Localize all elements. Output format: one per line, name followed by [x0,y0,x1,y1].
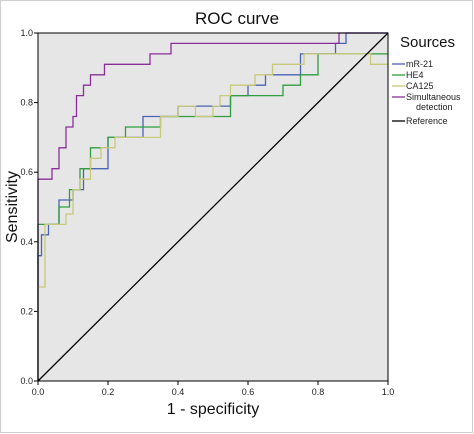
y-tick-label: 0.2 [20,306,33,316]
legend-title: Sources [400,34,455,51]
series-line-simultaneous-detection [37,32,388,381]
series-line-he4 [37,53,388,381]
y-tick-label: 1.0 [20,28,33,38]
plot-border [37,32,389,382]
y-tick-label: 0.4 [20,237,33,247]
series-line-reference [37,32,389,382]
legend-label: Reference [406,116,448,126]
legend-label: mR-21 [406,59,433,69]
x-tick-label: 0.4 [172,387,185,397]
series-line-ca125 [37,53,388,381]
legend-label: CA125 [406,81,434,91]
y-tick-label: 0.6 [20,167,33,177]
x-tick-label: 0.8 [312,387,325,397]
x-tick-label: 0.0 [32,387,45,397]
y-axis-label: Sensitivity [4,171,21,243]
legend-label: HE4 [406,70,424,80]
x-tick-label: 0.2 [102,387,115,397]
x-tick-label: 0.6 [242,387,255,397]
y-tick-label: 0.8 [20,98,33,108]
legend-label: detection [416,102,453,112]
legend-label: Simultaneous [406,92,461,102]
x-tick-label: 1.0 [382,387,395,397]
x-axis-label: 1 - specificity [167,401,259,418]
chart-title: ROC curve [195,9,279,28]
y-tick-label: 0.0 [20,376,33,386]
